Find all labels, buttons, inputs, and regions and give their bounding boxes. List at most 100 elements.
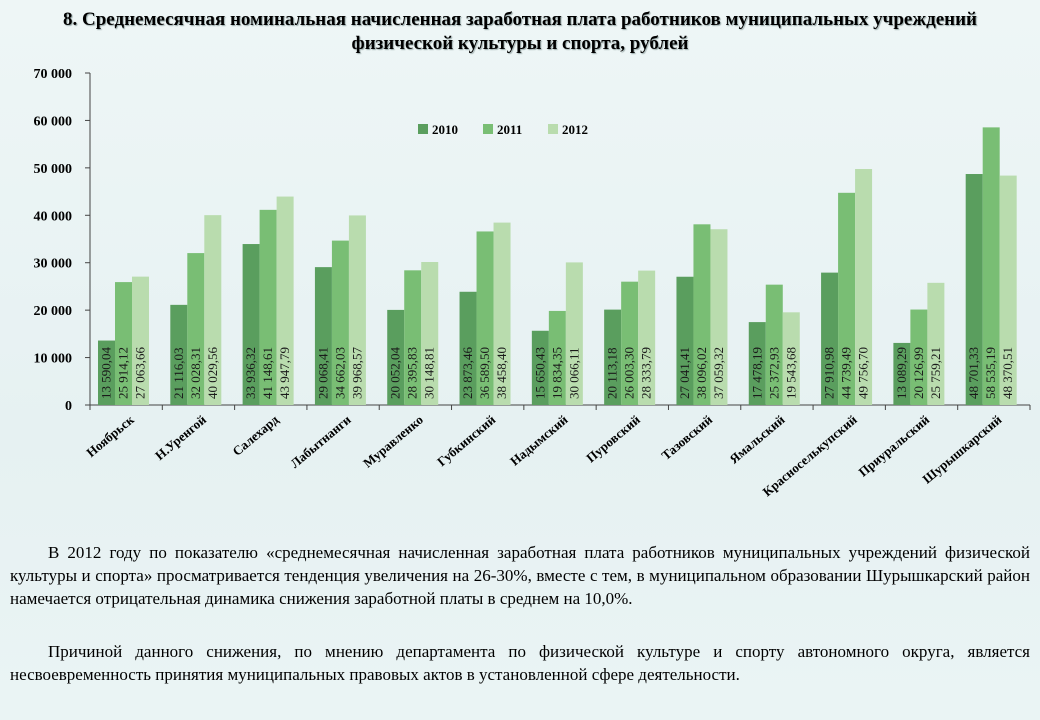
x-tick-label: Приуральский xyxy=(855,411,932,479)
data-label: 44 739,49 xyxy=(839,347,854,399)
data-label: 27 041,41 xyxy=(677,347,692,399)
chart-bars xyxy=(98,127,1017,406)
bar xyxy=(132,276,149,405)
paragraph-2: Причиной данного снижения, по мнению деп… xyxy=(10,642,1030,684)
data-label: 23 873,46 xyxy=(460,347,475,400)
y-tick-label: 30 000 xyxy=(34,257,73,272)
data-label: 27 063,66 xyxy=(133,347,148,400)
data-label: 34 662,03 xyxy=(332,347,347,399)
data-label: 43 947,79 xyxy=(277,347,292,399)
paragraph-1: В 2012 году по показателю «среднемесячна… xyxy=(10,543,1030,608)
data-label: 27 910,98 xyxy=(822,347,837,399)
bar xyxy=(348,215,366,405)
bar xyxy=(821,272,839,405)
x-tick-label: Муравленко xyxy=(360,412,426,471)
bar xyxy=(999,175,1017,405)
x-tick-label: Шурышкарский xyxy=(919,411,1004,486)
x-tick-label: Надымский xyxy=(507,411,571,468)
bar xyxy=(893,342,911,405)
legend-label: 2012 xyxy=(562,122,588,137)
bar xyxy=(765,284,783,405)
data-label: 20 052,04 xyxy=(388,347,403,400)
bar xyxy=(115,282,132,405)
x-tick-label: Лабытнанги xyxy=(287,411,354,470)
data-label: 33 936,32 xyxy=(243,347,258,399)
data-label: 19 543,68 xyxy=(783,347,798,399)
x-tick-label: Ямальский xyxy=(726,411,787,466)
data-label: 25 372,93 xyxy=(766,347,781,399)
data-label: 38 096,02 xyxy=(694,347,709,399)
data-label: 21 116,03 xyxy=(171,347,186,399)
data-label: 25 914,12 xyxy=(116,347,131,399)
bar xyxy=(476,231,494,405)
legend-swatch xyxy=(548,124,558,134)
chart-axes: 0 10 000 20 000 30 000 40 000 50 000 60 000 70 … xyxy=(34,67,1031,499)
data-label: 41 148,61 xyxy=(260,347,275,399)
bar-chart: 0 10 000 20 000 30 000 40 000 50 000 60 000 70 … xyxy=(34,67,1031,499)
x-tick-label: Губкинский xyxy=(434,411,499,469)
x-tick-label: Тазовский xyxy=(658,411,715,462)
bar xyxy=(927,282,945,405)
bar xyxy=(314,267,332,405)
x-tick-label: Салехард xyxy=(229,412,281,459)
bar xyxy=(710,229,728,405)
y-tick-label: 50 000 xyxy=(34,162,73,177)
data-label: 30 066,11 xyxy=(566,347,581,399)
bar xyxy=(98,340,115,405)
chart-data-labels: 13 590,04 21 116,03 33 936,32 29 068,41 20 0… xyxy=(99,347,1016,400)
bar xyxy=(604,309,622,405)
bar xyxy=(276,196,294,405)
data-label: 48 701,33 xyxy=(966,347,981,399)
bar xyxy=(548,310,566,405)
bar xyxy=(493,222,511,405)
data-label: 49 756,70 xyxy=(856,347,871,399)
data-label: 20 126,99 xyxy=(911,347,926,399)
bar xyxy=(638,270,656,405)
y-tick-label: 60 000 xyxy=(34,114,73,129)
data-label: 58 535,19 xyxy=(983,347,998,399)
bar xyxy=(459,291,477,405)
data-label: 30 148,81 xyxy=(422,347,437,399)
data-label: 13 089,29 xyxy=(894,347,909,399)
bar xyxy=(242,244,260,405)
y-tick-label: 20 000 xyxy=(34,304,73,319)
bar xyxy=(565,262,583,405)
data-label: 48 370,51 xyxy=(1000,347,1015,399)
bar xyxy=(187,253,205,405)
chart-legend: 2010 2011 2012 xyxy=(418,122,588,137)
bar xyxy=(404,270,422,405)
bar xyxy=(838,192,856,405)
bar xyxy=(204,215,222,405)
x-tick-label: Ноябрьск xyxy=(83,411,137,460)
chart-title: 8. Среднемесячная номинальная начисленна… xyxy=(63,9,977,54)
data-label: 15 650,43 xyxy=(532,347,547,399)
y-tick-label: 70 000 xyxy=(34,67,73,82)
data-label: 39 968,57 xyxy=(349,347,364,400)
data-label: 36 589,50 xyxy=(477,347,492,399)
y-tick-label: 0 xyxy=(65,399,72,414)
bar xyxy=(421,262,439,405)
bar xyxy=(531,330,549,405)
bar xyxy=(855,169,873,405)
bar xyxy=(693,224,711,405)
bar xyxy=(387,309,405,405)
bar xyxy=(676,276,694,405)
legend-label: 2011 xyxy=(497,122,522,137)
data-label: 28 333,79 xyxy=(639,347,654,399)
data-label: 37 059,32 xyxy=(711,347,726,399)
data-label: 13 590,04 xyxy=(99,347,114,400)
data-label: 26 003,30 xyxy=(622,347,637,399)
bar xyxy=(982,127,1000,406)
bar xyxy=(910,309,928,405)
data-label: 28 395,83 xyxy=(405,347,420,399)
data-label: 32 028,31 xyxy=(188,347,203,399)
bar xyxy=(331,240,349,405)
legend-swatch xyxy=(483,124,493,134)
data-label: 17 478,19 xyxy=(749,347,764,399)
data-label: 38 458,40 xyxy=(494,347,509,399)
bar xyxy=(621,281,639,405)
legend-swatch xyxy=(418,124,428,134)
y-tick-label: 40 000 xyxy=(34,209,73,224)
data-label: 40 029,56 xyxy=(205,347,220,400)
bar xyxy=(748,322,766,405)
